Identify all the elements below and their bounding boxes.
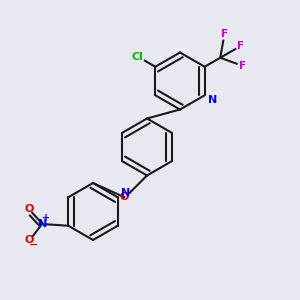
Text: N: N (38, 219, 47, 229)
Text: O: O (24, 204, 33, 214)
Text: −: − (29, 240, 38, 250)
Text: Cl: Cl (132, 52, 144, 61)
Text: F: F (239, 61, 246, 71)
Text: O: O (25, 235, 34, 245)
Text: F: F (238, 41, 244, 51)
Text: O: O (119, 192, 129, 202)
Text: F: F (221, 29, 228, 39)
Text: N: N (208, 95, 217, 105)
Text: N: N (121, 188, 130, 198)
Text: +: + (42, 213, 50, 223)
